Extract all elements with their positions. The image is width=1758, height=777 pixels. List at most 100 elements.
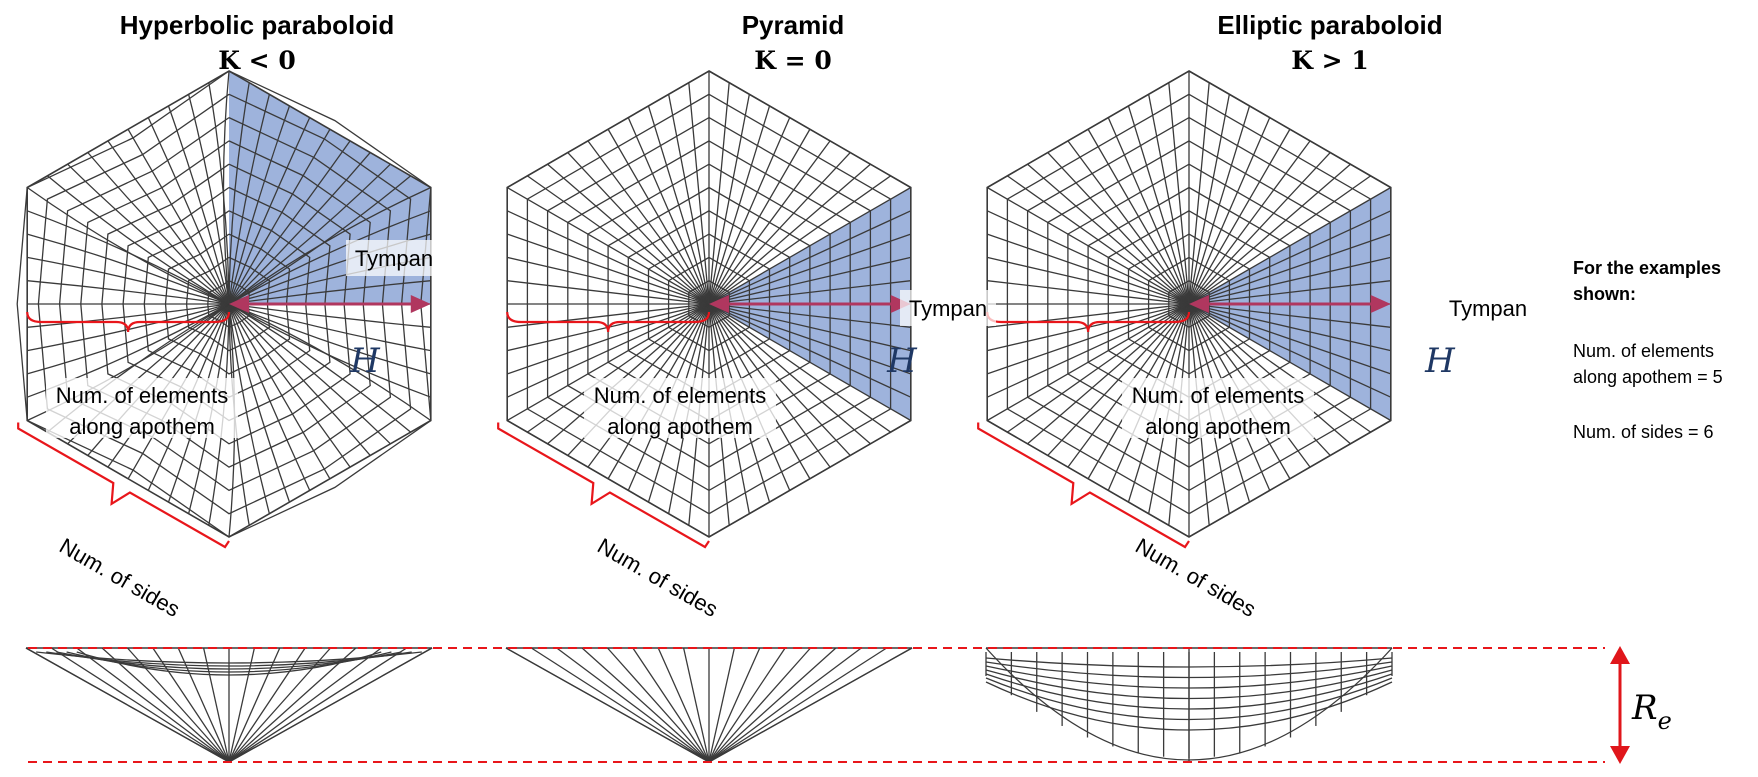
- tympan-label: Tympan: [355, 246, 433, 271]
- elevation-ray: [101, 647, 230, 763]
- radial-line: [1188, 256, 1391, 305]
- radial-line: [986, 303, 1190, 398]
- elevation-ray: [581, 647, 710, 763]
- radial-line: [228, 186, 432, 305]
- rise-symbol-main: R: [1631, 688, 1658, 728]
- radial-line: [547, 163, 710, 305]
- elevation-ray: [556, 647, 710, 763]
- elevation-ray: [228, 647, 357, 763]
- ring-line: [37, 93, 412, 515]
- sides-bracket: [17, 422, 230, 549]
- radial-line: [708, 175, 891, 305]
- radial-line: [1188, 303, 1391, 375]
- radial-line: [147, 117, 230, 305]
- radial-line: [986, 210, 1190, 305]
- apothem-label-line2: along apothem: [69, 414, 215, 439]
- elevation-ray: [708, 647, 837, 763]
- radial-line: [1188, 233, 1391, 305]
- elevation-ray: [228, 647, 281, 763]
- radial-line: [222, 70, 230, 305]
- radial-line: [228, 82, 250, 305]
- radial-line: [27, 256, 230, 305]
- radial-line: [208, 82, 230, 305]
- radial-line: [708, 233, 911, 305]
- elevation-curve: [76, 651, 382, 676]
- radial-line: [708, 303, 912, 422]
- radial-line: [587, 140, 710, 305]
- radial-line: [708, 140, 831, 305]
- radial-line: [228, 152, 371, 305]
- elevation-hyperbolic: [25, 647, 433, 763]
- formula-hyperbolic: K < 0: [218, 46, 295, 75]
- radial-line: [228, 117, 311, 305]
- radial-line: [228, 140, 351, 305]
- radial-line: [708, 303, 911, 375]
- radial-line: [708, 117, 791, 305]
- rise-arrow-head-top: [1610, 646, 1630, 664]
- hexagon-plan-elliptic: [977, 70, 1392, 549]
- radial-line: [228, 303, 431, 375]
- title-hyperbolic: Hyperbolic paraboloid: [120, 10, 395, 40]
- radial-line: [127, 128, 230, 305]
- side-note-sides: Num. of sides = 6: [1573, 422, 1714, 442]
- radial-line: [228, 303, 432, 422]
- radial-line: [1188, 82, 1210, 305]
- apothem-label-line1: Num. of elements: [1132, 383, 1304, 408]
- radial-line: [507, 256, 710, 305]
- height-symbol: H: [349, 341, 381, 381]
- radial-line: [228, 280, 431, 305]
- radial-line: [708, 303, 911, 352]
- radial-line: [1188, 163, 1351, 305]
- radial-line: [228, 303, 371, 456]
- radial-line: [507, 233, 710, 305]
- hexagon-outline: [26, 70, 432, 538]
- side-note: For the examples shown: Num. of elements…: [1573, 258, 1723, 442]
- hexagon-plan-pyramid: [497, 70, 912, 549]
- apothem-label-line1: Num. of elements: [56, 383, 228, 408]
- radial-line: [708, 303, 891, 433]
- radial-line: [1188, 280, 1391, 305]
- hexagon-outline: [506, 70, 912, 538]
- radial-line: [1188, 140, 1311, 305]
- radial-line: [67, 163, 230, 305]
- side-note-heading-line2: shown:: [1573, 284, 1636, 304]
- radial-line: [668, 94, 710, 305]
- elevation-elliptic: [985, 647, 1393, 762]
- radial-line: [708, 186, 912, 305]
- ring-line: [164, 233, 291, 375]
- apothem-label-line2: along apothem: [607, 414, 753, 439]
- rise-annotation: Re: [28, 646, 1672, 764]
- elevation-ray: [708, 647, 862, 763]
- side-note-heading-line1: For the examples: [1573, 258, 1721, 278]
- tympan-label: Tympan: [909, 296, 987, 321]
- radial-line: [708, 303, 911, 328]
- radial-line: [1188, 210, 1392, 305]
- radial-line: [708, 210, 912, 305]
- radial-line: [1188, 303, 1391, 328]
- elevation-ray: [708, 647, 887, 763]
- radial-line: [1047, 152, 1190, 305]
- title-elliptic: Elliptic paraboloid: [1217, 10, 1442, 40]
- radial-line: [688, 82, 710, 305]
- elevation-mesh: [505, 647, 913, 763]
- radial-line: [708, 128, 811, 305]
- radial-line: [1107, 117, 1190, 305]
- radial-line: [507, 303, 710, 375]
- rise-symbol-subscript: e: [1658, 707, 1672, 735]
- elevation-ray: [632, 647, 710, 763]
- radial-line: [987, 256, 1190, 305]
- radial-line: [228, 303, 412, 433]
- rise-arrow-head-bottom: [1610, 746, 1630, 764]
- sides-bracket: [977, 422, 1190, 549]
- radial-line: [228, 210, 432, 305]
- formula-elliptic: K > 1: [1291, 46, 1368, 75]
- radial-line: [506, 186, 710, 305]
- height-symbol: H: [1424, 341, 1456, 381]
- elevation-ray: [202, 647, 230, 763]
- radial-line: [1007, 175, 1190, 305]
- radial-line: [708, 94, 750, 305]
- height-arrow-head-left: [1189, 295, 1209, 313]
- sides-label: Num. of sides: [55, 533, 184, 622]
- radial-line: [228, 303, 271, 514]
